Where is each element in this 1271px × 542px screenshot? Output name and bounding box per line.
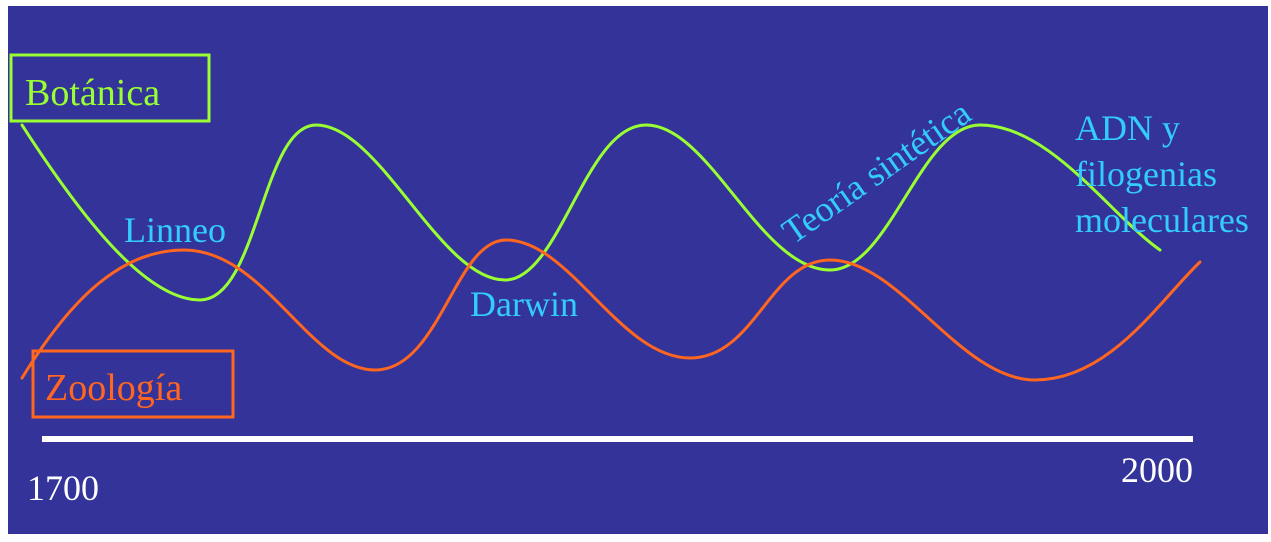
axis-start-year: 1700 [27,468,99,508]
zoologia-label-box [31,349,235,419]
botanica-curve [20,123,1162,302]
zoologia-curve [20,238,1202,382]
linneo-label: Linneo [124,210,226,250]
zoologia-label: Zoología [45,367,182,409]
botanica-label: Botánica [25,72,160,114]
adn-label-line3: moleculares [1075,200,1249,240]
adn-label-line2: filogenias [1075,154,1217,194]
adn-label-line1: ADN y [1075,108,1180,148]
axis-end-year: 2000 [1121,450,1193,490]
diagram-background [8,6,1268,534]
darwin-label: Darwin [470,284,578,324]
botanica-label-box [9,53,211,123]
